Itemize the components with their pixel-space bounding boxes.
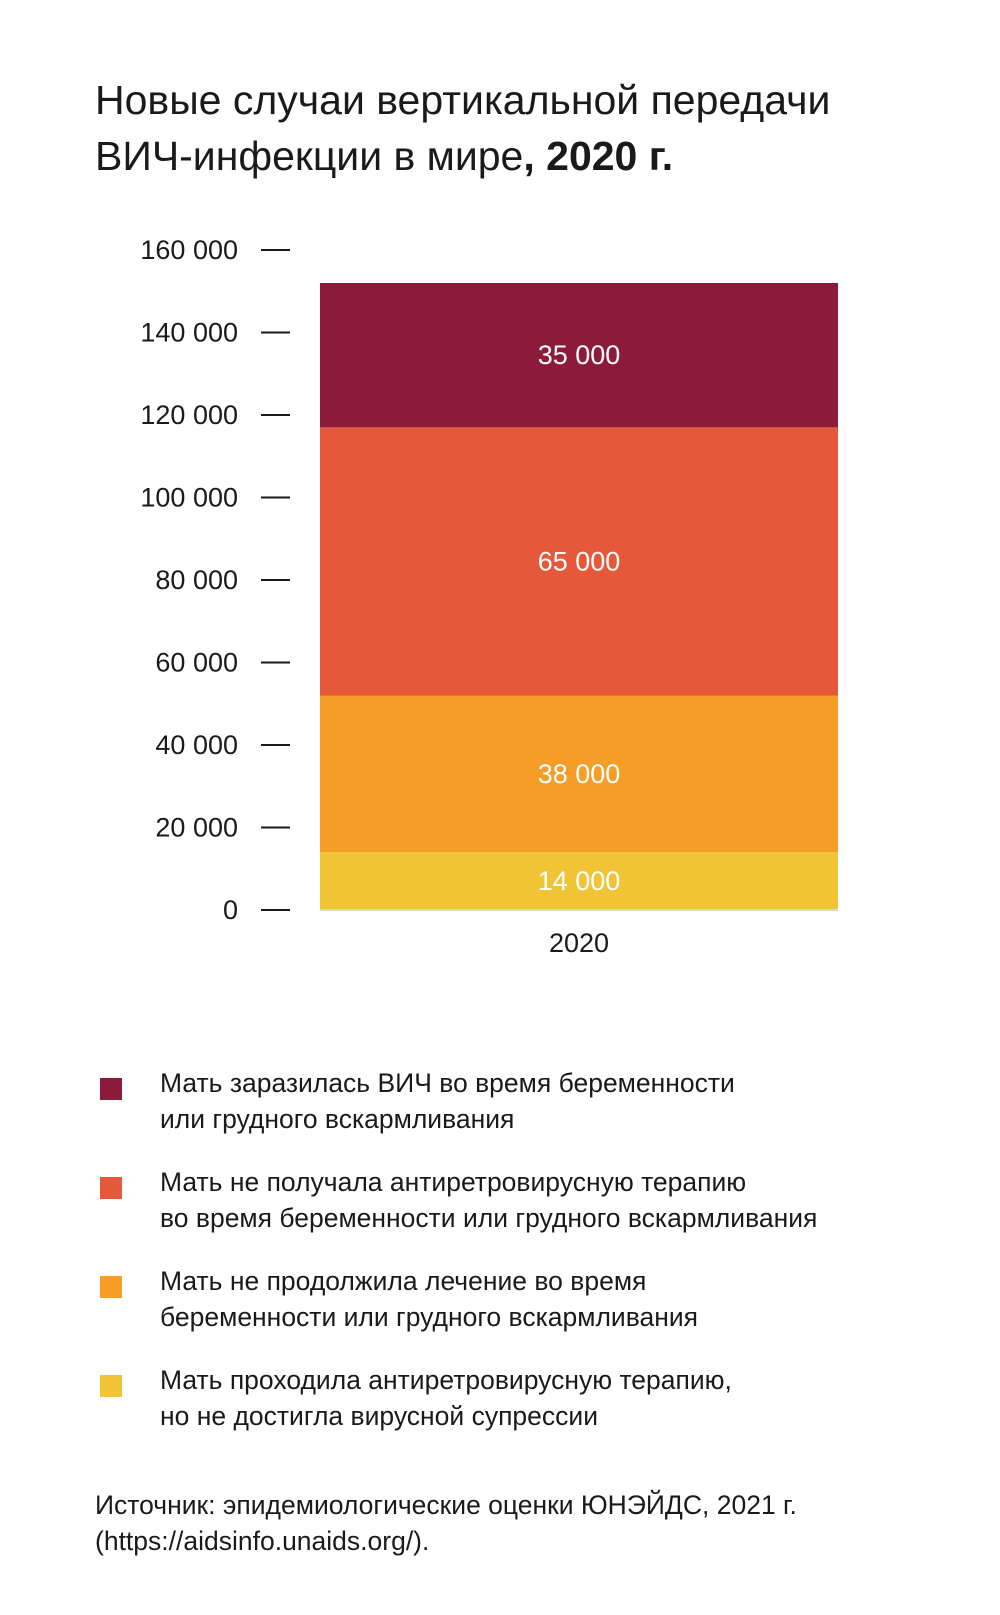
data-label: 14 000	[538, 866, 621, 896]
bar-segment	[320, 852, 838, 910]
chart-title: Новые случаи вертикальной передачи ВИЧ-и…	[95, 72, 955, 184]
y-tick-label: 40 000	[155, 730, 238, 760]
bar-segment	[320, 695, 838, 853]
legend-label: Мать не продолжила лечение во время бере…	[160, 1263, 960, 1335]
data-label: 38 000	[538, 759, 621, 789]
legend-swatch-square-icon	[100, 1276, 122, 1298]
legend-label: Мать не получала антиретровирусную терап…	[160, 1164, 960, 1236]
y-tick-label: 160 000	[140, 235, 238, 265]
legend-swatch-square-icon	[100, 1375, 122, 1397]
source-url: (https://aidsinfo.unaids.org/).	[95, 1526, 430, 1556]
y-tick-label: 140 000	[140, 318, 238, 348]
legend-label-line: во время беременности или грудного вскар…	[160, 1203, 818, 1233]
y-tick-label: 60 000	[155, 648, 238, 678]
legend-label-line: Мать проходила антиретровирусную терапию…	[160, 1365, 732, 1395]
data-label: 65 000	[538, 546, 621, 576]
legend-label: Мать заразилась ВИЧ во время беременност…	[160, 1065, 960, 1137]
y-tick-label: 0	[223, 895, 238, 925]
legend-label-line: но не достигла вирусной супрессии	[160, 1401, 599, 1431]
chart-title-line2: ВИЧ-инфекции в мире	[95, 133, 524, 179]
legend-label-line: Мать заразилась ВИЧ во время беременност…	[160, 1068, 735, 1098]
y-tick-label: 80 000	[155, 565, 238, 595]
y-tick-label: 120 000	[140, 400, 238, 430]
y-tick-label: 100 000	[140, 483, 238, 513]
legend-swatch-square-icon	[100, 1078, 122, 1100]
source-note: Источник: эпидемиологические оценки ЮНЭЙ…	[95, 1487, 975, 1559]
chart-title-year: , 2020 г.	[523, 133, 674, 179]
bar-segment	[320, 427, 838, 696]
x-tick-label: 2020	[549, 928, 609, 958]
chart-title-line1: Новые случаи вертикальной передачи	[95, 77, 831, 123]
source-line: Источник: эпидемиологические оценки ЮНЭЙ…	[95, 1490, 797, 1520]
legend-label-line: или грудного вскармливания	[160, 1104, 515, 1134]
stacked-bar-chart: 0 20 000 40 000 60 000 80 000 100 000 120 000 1…	[140, 235, 838, 958]
legend-label: Мать проходила антиретровирусную терапию…	[160, 1362, 960, 1434]
legend-label-line: Мать не получала антиретровирусную терап…	[160, 1167, 747, 1197]
data-label: 35 000	[538, 340, 621, 370]
bar-segment	[320, 283, 838, 428]
legend-label-line: Мать не продолжила лечение во время	[160, 1266, 647, 1296]
legend-label-line: беременности или грудного вскармливания	[160, 1302, 699, 1332]
legend-swatch-square-icon	[100, 1177, 122, 1199]
y-tick-label: 20 000	[155, 813, 238, 843]
